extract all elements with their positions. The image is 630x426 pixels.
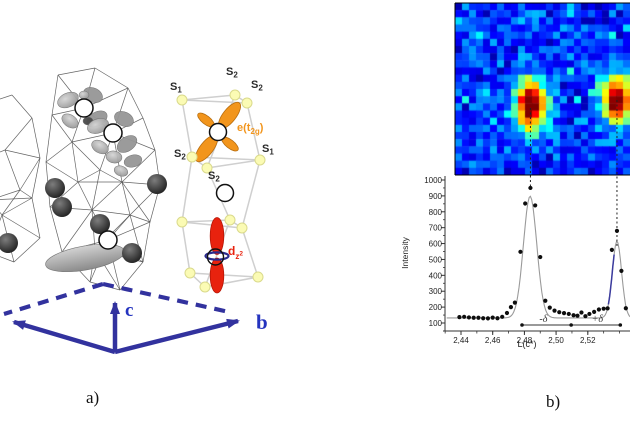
panel-a-structure-figure: S1 S2 S2 S2 S2 S1 e(t2g) dz2 b c [0,66,274,355]
panel-a-caption: a) [86,388,100,407]
b-axis-label: b [256,310,268,334]
c-axis-label: c [125,300,133,321]
intensity-plot: 100 200 300 400 500 600 700 800 900 1000 2,44 2,46 2… [424,100,630,345]
svg-text:200: 200 [429,303,443,312]
dark-sulfur-spheres [0,174,167,263]
svg-text:300: 300 [429,287,443,296]
metal-atom-circles [74,98,123,250]
axis-dashed-left [3,281,104,317]
svg-text:100: 100 [429,319,443,328]
metal-atom-upper-prism [208,122,228,142]
metal-atom-between-prisms [215,183,235,203]
crystal-axes: b c [3,281,268,355]
svg-text:S1: S1 [262,143,274,157]
svg-text:S2: S2 [174,148,186,162]
svg-text:1000: 1000 [424,176,442,185]
sulfur-atoms-yellow [176,89,266,293]
x-axis-title: L(c*) [517,339,536,349]
svg-text:400: 400 [429,271,443,280]
svg-text:S2: S2 [226,66,238,80]
heatmap-border [454,2,630,176]
svg-text:500: 500 [429,255,443,264]
orbital-inset: S1 S2 S2 S2 S2 S1 e(t2g) dz2 [170,66,274,294]
svg-text:700: 700 [429,224,443,233]
panel-b-plot-figure: 100 200 300 400 500 600 700 800 900 1000 2,44 2,46 2… [400,2,630,349]
svg-text:2,50: 2,50 [548,336,564,345]
svg-text:600: 600 [429,240,443,249]
gray-dxy-orbital-lobes [57,87,143,177]
svg-text:2,48: 2,48 [517,336,533,345]
svg-text:S1: S1 [170,81,182,95]
metal-atom-lower-prism [206,248,225,266]
heatmap-canvas [455,3,630,175]
svg-text:2,44: 2,44 [453,336,469,345]
axis-dashed-right [102,281,230,315]
y-axis-title: Intensity [400,236,410,268]
sulfur-labels: S1 S2 S2 S2 S2 S1 [170,66,274,184]
minus-delta-label: -δ [539,314,547,325]
red-dz2-orbital [209,217,225,294]
svg-text:900: 900 [429,192,443,201]
plus-delta-label: +δ [592,314,604,325]
dz2-label: dz2 [228,244,243,261]
axis-arrow-left [12,319,116,355]
panel-b-caption: b) [546,392,561,411]
et2g-label: e(t2g) [237,122,264,136]
svg-text:S2: S2 [251,79,263,93]
svg-text:S2: S2 [208,170,220,184]
svg-text:2,46: 2,46 [485,336,501,345]
dz2-torus-ring [204,251,230,261]
svg-text:800: 800 [429,208,443,217]
axis-arrow-b [114,318,240,355]
svg-text:2,52: 2,52 [580,336,596,345]
crystal-structure [0,67,167,291]
wireframe-polyhedron-left-cut [0,94,41,263]
